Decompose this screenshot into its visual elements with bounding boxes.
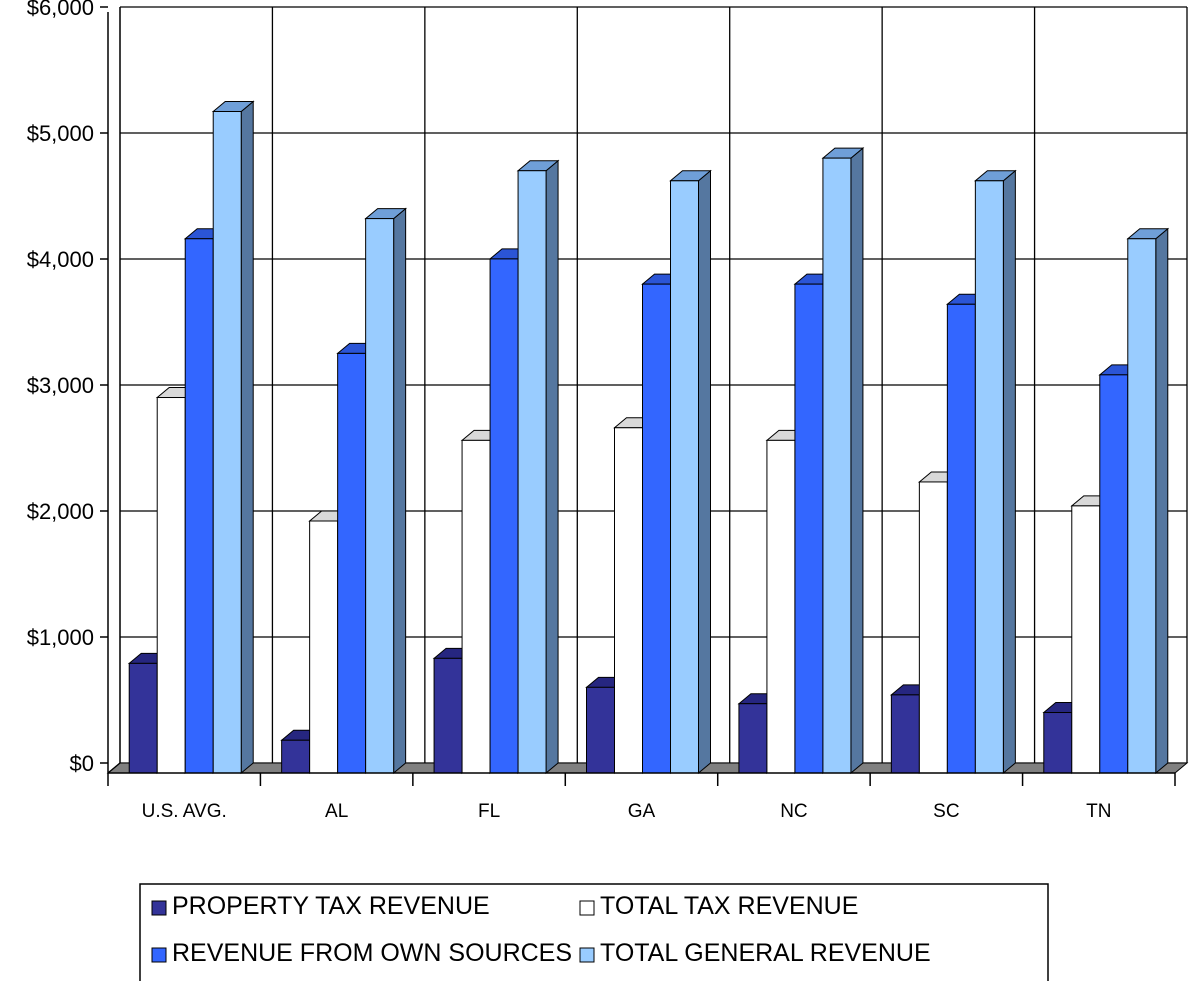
legend-item-property-tax-revenue: PROPERTY TAX REVENUE — [151, 892, 490, 920]
axis-depth-edge — [107, 762, 121, 774]
bar-ga-total-general-revenue — [669, 169, 712, 775]
bar-u-s-avg-total-general-revenue — [211, 100, 255, 775]
legend-swatch — [151, 900, 167, 916]
bar-front — [337, 352, 367, 774]
y-tick-label: $5,000 — [27, 121, 94, 146]
legend-swatch — [151, 947, 167, 963]
bar-front — [281, 739, 311, 774]
x-category-label: TN — [1086, 801, 1111, 822]
bar-front — [489, 258, 519, 774]
bar-front — [1127, 238, 1157, 774]
bar-front — [822, 157, 852, 774]
y-tick-label: $4,000 — [27, 247, 94, 272]
bar-sc-total-general-revenue — [973, 169, 1017, 775]
bar-front — [517, 170, 547, 774]
legend-item-total-general-revenue: TOTAL GENERAL REVENUE — [579, 939, 931, 967]
y-tick-label: $2,000 — [27, 499, 94, 524]
legend-swatch — [579, 900, 595, 916]
y-tick-label: $0 — [70, 751, 94, 776]
bar-front — [433, 657, 463, 774]
legend-label: PROPERTY TAX REVENUE — [172, 892, 490, 920]
bar-front — [946, 303, 976, 774]
legend-swatch — [579, 947, 595, 963]
bar-side — [545, 159, 559, 775]
bar-nc-total-general-revenue — [821, 147, 865, 775]
y-tick-label: $1,000 — [27, 625, 94, 650]
y-tick-label: $6,000 — [27, 0, 94, 20]
legend-label: TOTAL GENERAL REVENUE — [600, 939, 931, 967]
y-axis-tick-labels: $0 $1,000 $2,000 $3,000 $4,000 $5,000 $6,000 — [27, 0, 108, 776]
bar-front — [1071, 505, 1101, 774]
bar-front — [670, 180, 699, 774]
bar-front — [614, 427, 643, 774]
bar-front — [309, 520, 339, 774]
bar-front — [461, 439, 491, 774]
bar-tn-property-tax-revenue — [1042, 701, 1086, 775]
bar-side — [850, 147, 864, 775]
grid-lines — [119, 6, 1188, 764]
bar-front — [974, 180, 1004, 774]
bar-front — [1043, 712, 1073, 774]
bar-al-total-general-revenue — [364, 207, 408, 775]
legend-item-revenue-from-own-sources: REVENUE FROM OWN SOURCES — [151, 939, 572, 967]
x-category-label: U.S. AVG. — [142, 801, 227, 822]
bar-front — [918, 481, 948, 774]
legend-label: REVENUE FROM OWN SOURCES — [172, 939, 572, 967]
legend-item-total-tax-revenue: TOTAL TAX REVENUE — [579, 892, 858, 920]
bar-front — [128, 662, 158, 774]
bar-front — [794, 283, 824, 774]
bar-front — [212, 111, 242, 774]
axes — [107, 7, 1175, 774]
bar-side — [393, 207, 407, 775]
bar-fl-total-general-revenue — [516, 159, 560, 775]
legend-label: TOTAL TAX REVENUE — [600, 892, 858, 920]
bar-front — [642, 283, 671, 774]
bar-front — [1099, 374, 1129, 774]
bar-front — [890, 694, 920, 774]
bar-side — [1002, 169, 1016, 775]
bar-front — [586, 686, 615, 774]
x-axis-category-labels: U.S. AVG. AL FL GA NC SC TN — [107, 773, 1176, 822]
bar-front — [738, 703, 768, 774]
bar-side — [1155, 227, 1169, 775]
bar-side — [698, 169, 711, 775]
bar-side — [240, 100, 254, 775]
bar-tn-total-general-revenue — [1126, 227, 1170, 775]
x-category-label: NC — [780, 801, 807, 822]
x-category-label: SC — [933, 801, 959, 822]
bars — [127, 100, 1170, 775]
legend: PROPERTY TAX REVENUE TOTAL TAX REVENUE REV… — [139, 883, 1049, 981]
bar-front — [184, 238, 214, 774]
bar-front — [156, 397, 186, 774]
bar-front — [365, 218, 395, 774]
x-category-label: AL — [325, 801, 348, 822]
bar-front — [766, 439, 796, 774]
legend-box — [139, 883, 1049, 981]
y-tick-label: $3,000 — [27, 373, 94, 398]
x-category-label: GA — [628, 801, 656, 822]
x-category-label: FL — [478, 801, 500, 822]
